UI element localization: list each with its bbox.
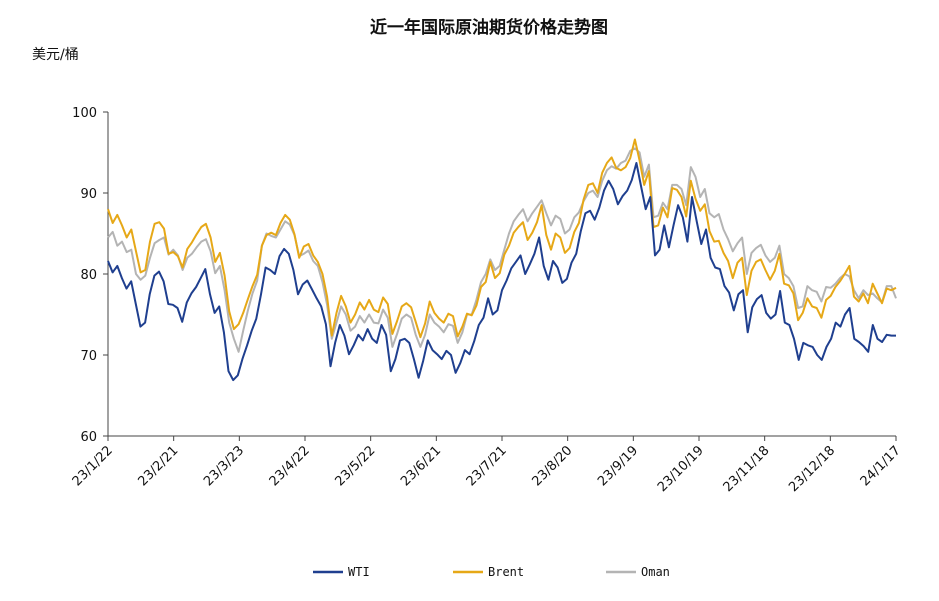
series-line-oman (107, 147, 897, 353)
x-tick-label: 23/6/21 (398, 443, 444, 489)
series-lines (107, 138, 897, 382)
x-tick-label: 23/7/21 (464, 443, 510, 489)
legend: WTI Brent Oman (313, 565, 670, 579)
legend-label-wti: WTI (348, 565, 370, 579)
series-line-wti (107, 162, 896, 382)
y-tick-label: 90 (80, 187, 97, 202)
x-tick-label: 23/8/20 (529, 443, 575, 489)
x-tick-label: 23/2/21 (135, 443, 181, 489)
y-tick-label: 60 (80, 430, 97, 445)
legend-label-oman: Oman (641, 565, 670, 579)
x-tick-label: 23/9/19 (595, 443, 641, 489)
x-tick-label: 23/5/22 (332, 443, 378, 489)
x-tick-label: 23/1/22 (70, 443, 116, 489)
legend-label-brent: Brent (488, 565, 524, 579)
x-tick-label: 23/3/23 (201, 443, 247, 489)
chart-title: 近一年国际原油期货价格走势图 (370, 17, 608, 38)
y-tick-label: 100 (72, 106, 97, 121)
series-line-brent (107, 138, 897, 339)
y-axis-unit-label: 美元/桶 (32, 47, 79, 63)
x-tick-label: 23/11/18 (721, 443, 773, 495)
y-tick-label: 80 (80, 268, 97, 283)
x-tick-label: 23/12/18 (786, 443, 838, 495)
x-tick-label: 23/10/19 (655, 443, 707, 495)
x-tick-label: 23/4/22 (267, 443, 313, 489)
y-tick-label: 70 (80, 349, 97, 364)
x-tick-label: 24/1/17 (858, 443, 904, 489)
